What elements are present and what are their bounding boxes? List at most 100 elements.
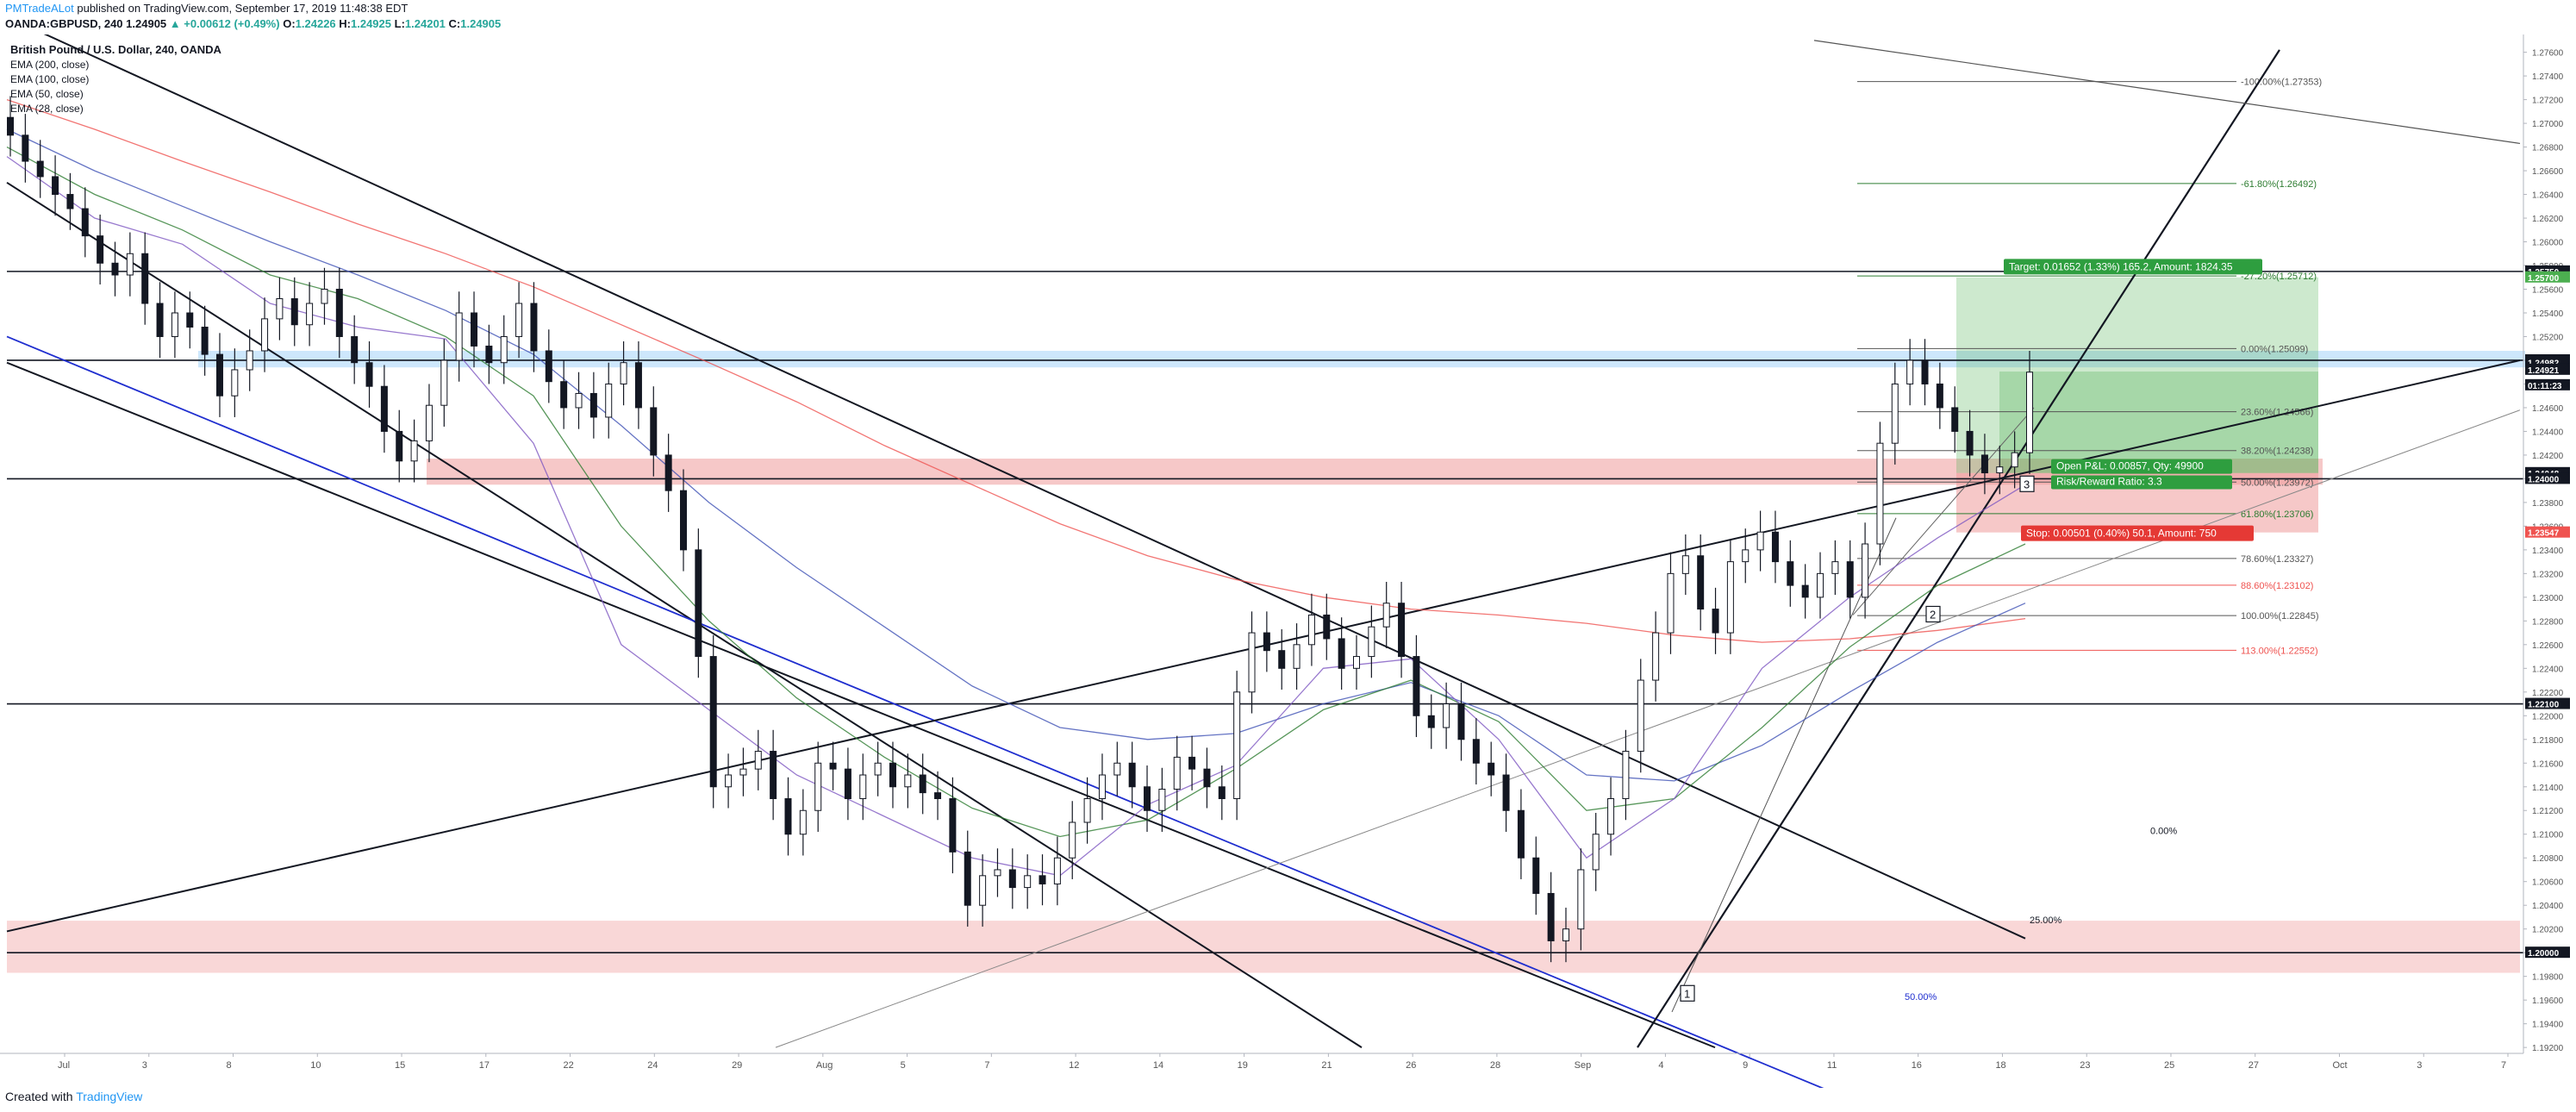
fib-level-label: 38.20%(1.24238) — [2241, 447, 2313, 457]
footer: Created with TradingView — [5, 1090, 142, 1103]
candle-body — [1158, 789, 1166, 811]
candle-body — [351, 335, 359, 364]
publish-info: PMTradeALot published on TradingView.com… — [5, 2, 408, 15]
candle-body — [1862, 543, 1869, 598]
candle-body — [440, 359, 448, 406]
fib-level-label: 50.00%(1.23972) — [2241, 478, 2313, 488]
candle-body — [964, 851, 971, 906]
price-tick-label: 1.19600 — [2532, 996, 2564, 1006]
time-tick-label: 22 — [564, 1060, 574, 1071]
price-tick-label: 1.23000 — [2532, 594, 2564, 603]
price-tick-label: 1.26200 — [2532, 215, 2564, 224]
fib-level-label: 100.00%(1.22845) — [2241, 611, 2319, 622]
price-chart[interactable]: -100.00%(1.27353)-61.80%(1.26492)-27.20%… — [0, 34, 2576, 1088]
candle-body — [1502, 774, 1510, 811]
tradingview-logo-text[interactable]: TradingView — [76, 1090, 143, 1103]
wave-label-box — [2019, 475, 2035, 492]
time-tick-label: 15 — [395, 1060, 405, 1071]
candle-body — [1936, 383, 1943, 409]
price-tick-label: 1.21200 — [2532, 807, 2564, 816]
position-rr-label: Risk/Reward Ratio: 3.3 — [2056, 476, 2162, 488]
candle-body — [1801, 584, 1809, 598]
candle-body — [36, 160, 44, 178]
position-stop-label: Stop: 0.00501 (0.40%) 50.1, Amount: 750 — [2026, 528, 2217, 540]
time-tick-label: Oct — [2332, 1060, 2347, 1071]
candle-body — [1083, 798, 1091, 823]
price-tick-label: 1.24600 — [2532, 404, 2564, 414]
candle-body — [410, 440, 418, 462]
candle-body — [620, 362, 627, 384]
candle-body — [874, 762, 882, 776]
fan-label: 50.00% — [1905, 992, 1937, 1003]
time-tick-label: 29 — [732, 1060, 742, 1071]
price-axis-label-box — [2525, 271, 2570, 283]
candle-body — [545, 350, 552, 383]
time-tick-label: 10 — [310, 1060, 321, 1071]
candle-body — [1652, 632, 1660, 681]
legend-entry: EMA (50, close) — [10, 88, 84, 100]
price-axis-label-box — [2525, 526, 2570, 538]
candle-body — [680, 490, 687, 551]
last-price: 1.24905 — [126, 17, 167, 30]
candle-body — [859, 774, 867, 800]
candle-body — [335, 289, 343, 337]
position-target-label: Target: 0.01652 (1.33%) 165.2, Amount: 1… — [2009, 260, 2233, 272]
price-tick-label: 1.21800 — [2532, 736, 2564, 746]
price-axis-label: 1.24000 — [2528, 475, 2560, 484]
price-tick-label: 1.26600 — [2532, 167, 2564, 177]
wave-label: 1 — [1684, 987, 1690, 1000]
ohlc-h-label: H: — [339, 17, 351, 30]
fib-level-label: 88.60%(1.23102) — [2241, 581, 2313, 591]
candle-body — [7, 116, 14, 136]
candle-body — [1248, 632, 1256, 693]
candle-body — [1756, 531, 1764, 551]
ohlc-o-label: O: — [283, 17, 296, 30]
candle-body — [1069, 822, 1076, 859]
author-link[interactable]: PMTradeALot — [5, 2, 74, 15]
candle-body — [634, 362, 642, 409]
candle-body — [530, 303, 538, 352]
candle-body — [1831, 561, 1839, 574]
candle-body — [919, 774, 926, 794]
candle-body — [1622, 751, 1630, 799]
price-tick-label: 1.19200 — [2532, 1044, 2564, 1053]
candle-body — [829, 762, 837, 770]
price-tick-label: 1.25200 — [2532, 333, 2564, 342]
candle-body — [66, 194, 74, 209]
price-axis-label-box — [2525, 363, 2570, 375]
candle-body — [605, 383, 613, 418]
candle-body — [650, 407, 658, 456]
price-axis-label-box — [2525, 472, 2570, 484]
wave-label-box — [1925, 605, 1941, 623]
price-axis-label: 1.22100 — [2528, 701, 2560, 710]
price-axis-label: 1.24921 — [2528, 366, 2560, 376]
candle-body — [1547, 892, 1555, 941]
candle-body — [1307, 614, 1315, 646]
price-tick-label: 1.25600 — [2532, 286, 2564, 296]
time-tick-label: Aug — [816, 1060, 833, 1071]
price-tick-label: 1.27200 — [2532, 97, 2564, 106]
time-tick-label: 19 — [1238, 1060, 1248, 1071]
candle-body — [949, 798, 957, 853]
ohlc-close: 1.24905 — [460, 17, 502, 30]
candle-body — [365, 362, 373, 387]
trend-line-0 — [6, 181, 1363, 1048]
candle-body — [709, 656, 717, 788]
demand-zone — [7, 921, 2520, 973]
candle-body — [1532, 857, 1540, 894]
candle-body — [1771, 531, 1779, 563]
candle-body — [276, 297, 284, 320]
trend-line-3 — [6, 335, 1824, 1088]
candle-body — [1203, 768, 1211, 788]
time-tick-label: Jul — [58, 1060, 70, 1071]
time-tick-label: Sep — [1575, 1060, 1592, 1071]
candle-body — [186, 312, 194, 328]
time-tick-label: 5 — [901, 1060, 906, 1071]
price-tick-label: 1.23800 — [2532, 499, 2564, 509]
price-tick-label: 1.21000 — [2532, 831, 2564, 840]
candle-body — [1413, 656, 1420, 716]
candle-body — [1876, 442, 1884, 545]
time-tick-label: 4 — [1658, 1060, 1663, 1071]
wave-label: 3 — [2024, 478, 2030, 490]
candle-body — [1144, 786, 1151, 811]
